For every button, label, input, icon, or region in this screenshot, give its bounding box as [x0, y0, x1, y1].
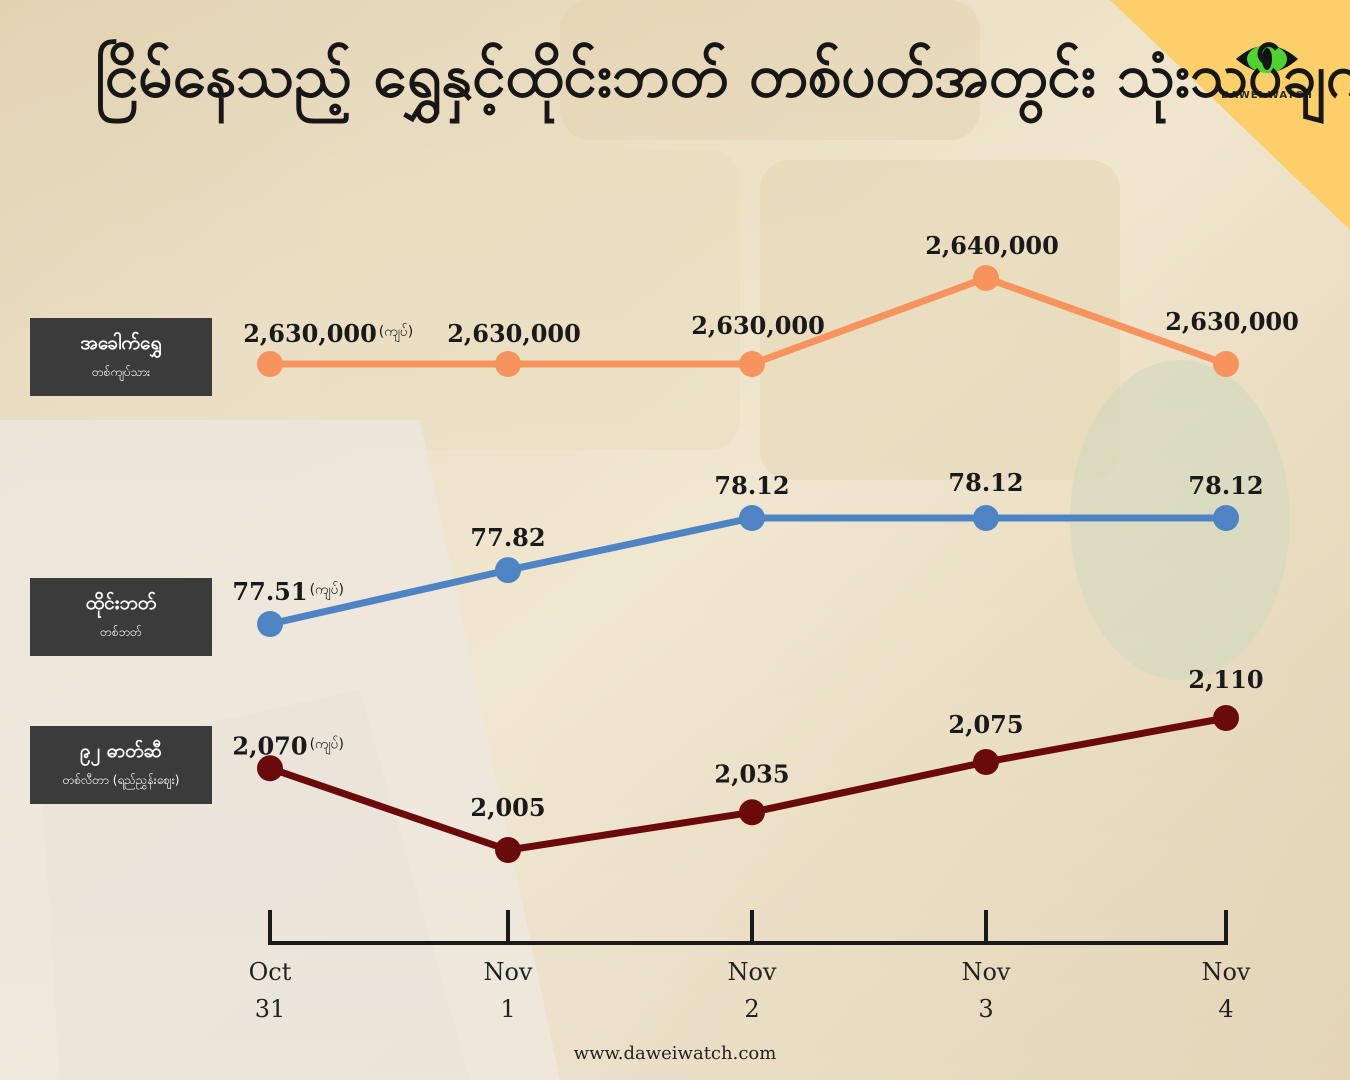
brand-name: DAWEI WATCH [1221, 90, 1313, 101]
data-point-0-0 [257, 351, 283, 377]
data-label-2-2: 2,035 [714, 759, 789, 788]
data-label-1-0: 77.51 [232, 577, 307, 606]
unit-note-1: (ကျပ်) [310, 582, 344, 600]
label-box-gold: အခေါက်ရွှေ တစ်ကျပ်သား [30, 318, 212, 396]
x-tick-month-4: Nov [1201, 958, 1250, 986]
label-gold-subtitle: တစ်ကျပ်သား [91, 365, 151, 379]
data-point-1-4 [1213, 505, 1239, 531]
data-point-0-2 [739, 351, 765, 377]
data-label-1-2: 78.12 [714, 471, 789, 500]
x-tick-day-4: 4 [1218, 995, 1233, 1023]
eye-icon [1236, 45, 1298, 73]
x-tick-month-3: Nov [961, 958, 1010, 986]
data-point-1-3 [973, 505, 999, 531]
data-label-0-3: 2,640,000 [925, 231, 1059, 260]
data-point-0-4 [1213, 351, 1239, 377]
x-tick-day-0: 31 [255, 995, 286, 1023]
label-box-baht: ထိုင်းဘတ် တစ်ဘတ် [30, 578, 212, 656]
data-label-1-1: 77.82 [470, 523, 545, 552]
x-tick-month-2: Nov [727, 958, 776, 986]
data-label-2-3: 2,075 [948, 710, 1023, 739]
data-label-2-0: 2,070 [232, 731, 307, 760]
label-baht-subtitle: တစ်ဘတ် [100, 625, 142, 639]
series-line-1 [266, 514, 1230, 628]
data-label-1-3: 78.12 [948, 468, 1023, 497]
data-point-2-1 [495, 837, 521, 863]
data-point-0-3 [973, 265, 999, 291]
data-point-1-0 [257, 611, 283, 637]
data-point-2-4 [1213, 705, 1239, 731]
page-title: ငြိမ်နေသည့် ရွှေနှင့်ထိုင်းဘတ် တစ်ပတ်အတွ… [95, 41, 1350, 111]
data-point-2-0 [257, 755, 283, 782]
data-point-0-1 [495, 351, 521, 377]
label-box-fuel: ၉၂ ဓာတ်ဆီ တစ်လီတာ (ရည်ညွှန်းဈေး) [30, 726, 212, 804]
data-label-0-4: 2,630,000 [1165, 307, 1299, 336]
data-point-2-2 [739, 799, 765, 826]
x-tick-day-1: 1 [500, 995, 515, 1023]
data-point-1-1 [495, 557, 521, 584]
brand-logo: DAWEI WATCH [1212, 38, 1322, 101]
data-label-1-4: 78.12 [1188, 471, 1263, 500]
data-label-0-2: 2,630,000 [691, 311, 825, 340]
x-tick-day-3: 3 [978, 995, 993, 1023]
website-url: www.daweiwatch.com [573, 1043, 777, 1064]
data-point-1-2 [739, 505, 765, 531]
data-label-2-1: 2,005 [470, 793, 545, 822]
data-label-0-1: 2,630,000 [447, 319, 581, 348]
x-tick-month-0: Oct [249, 958, 292, 986]
label-baht-title: ထိုင်းဘတ် [85, 592, 157, 614]
x-tick-day-2: 2 [744, 995, 759, 1023]
unit-note-0: (ကျပ်) [379, 324, 413, 342]
data-label-0-0: 2,630,000 [243, 319, 377, 348]
data-label-2-4: 2,110 [1188, 665, 1263, 694]
label-gold-title: အခေါက်ရွှေ [80, 332, 162, 354]
label-fuel-subtitle: တစ်လီတာ (ရည်ညွှန်းဈေး) [62, 773, 180, 787]
data-point-2-3 [973, 749, 999, 775]
unit-note-2: (ကျပ်) [310, 736, 344, 754]
label-fuel-title: ၉၂ ဓာတ်ဆီ [79, 740, 162, 762]
x-tick-month-1: Nov [483, 958, 532, 986]
